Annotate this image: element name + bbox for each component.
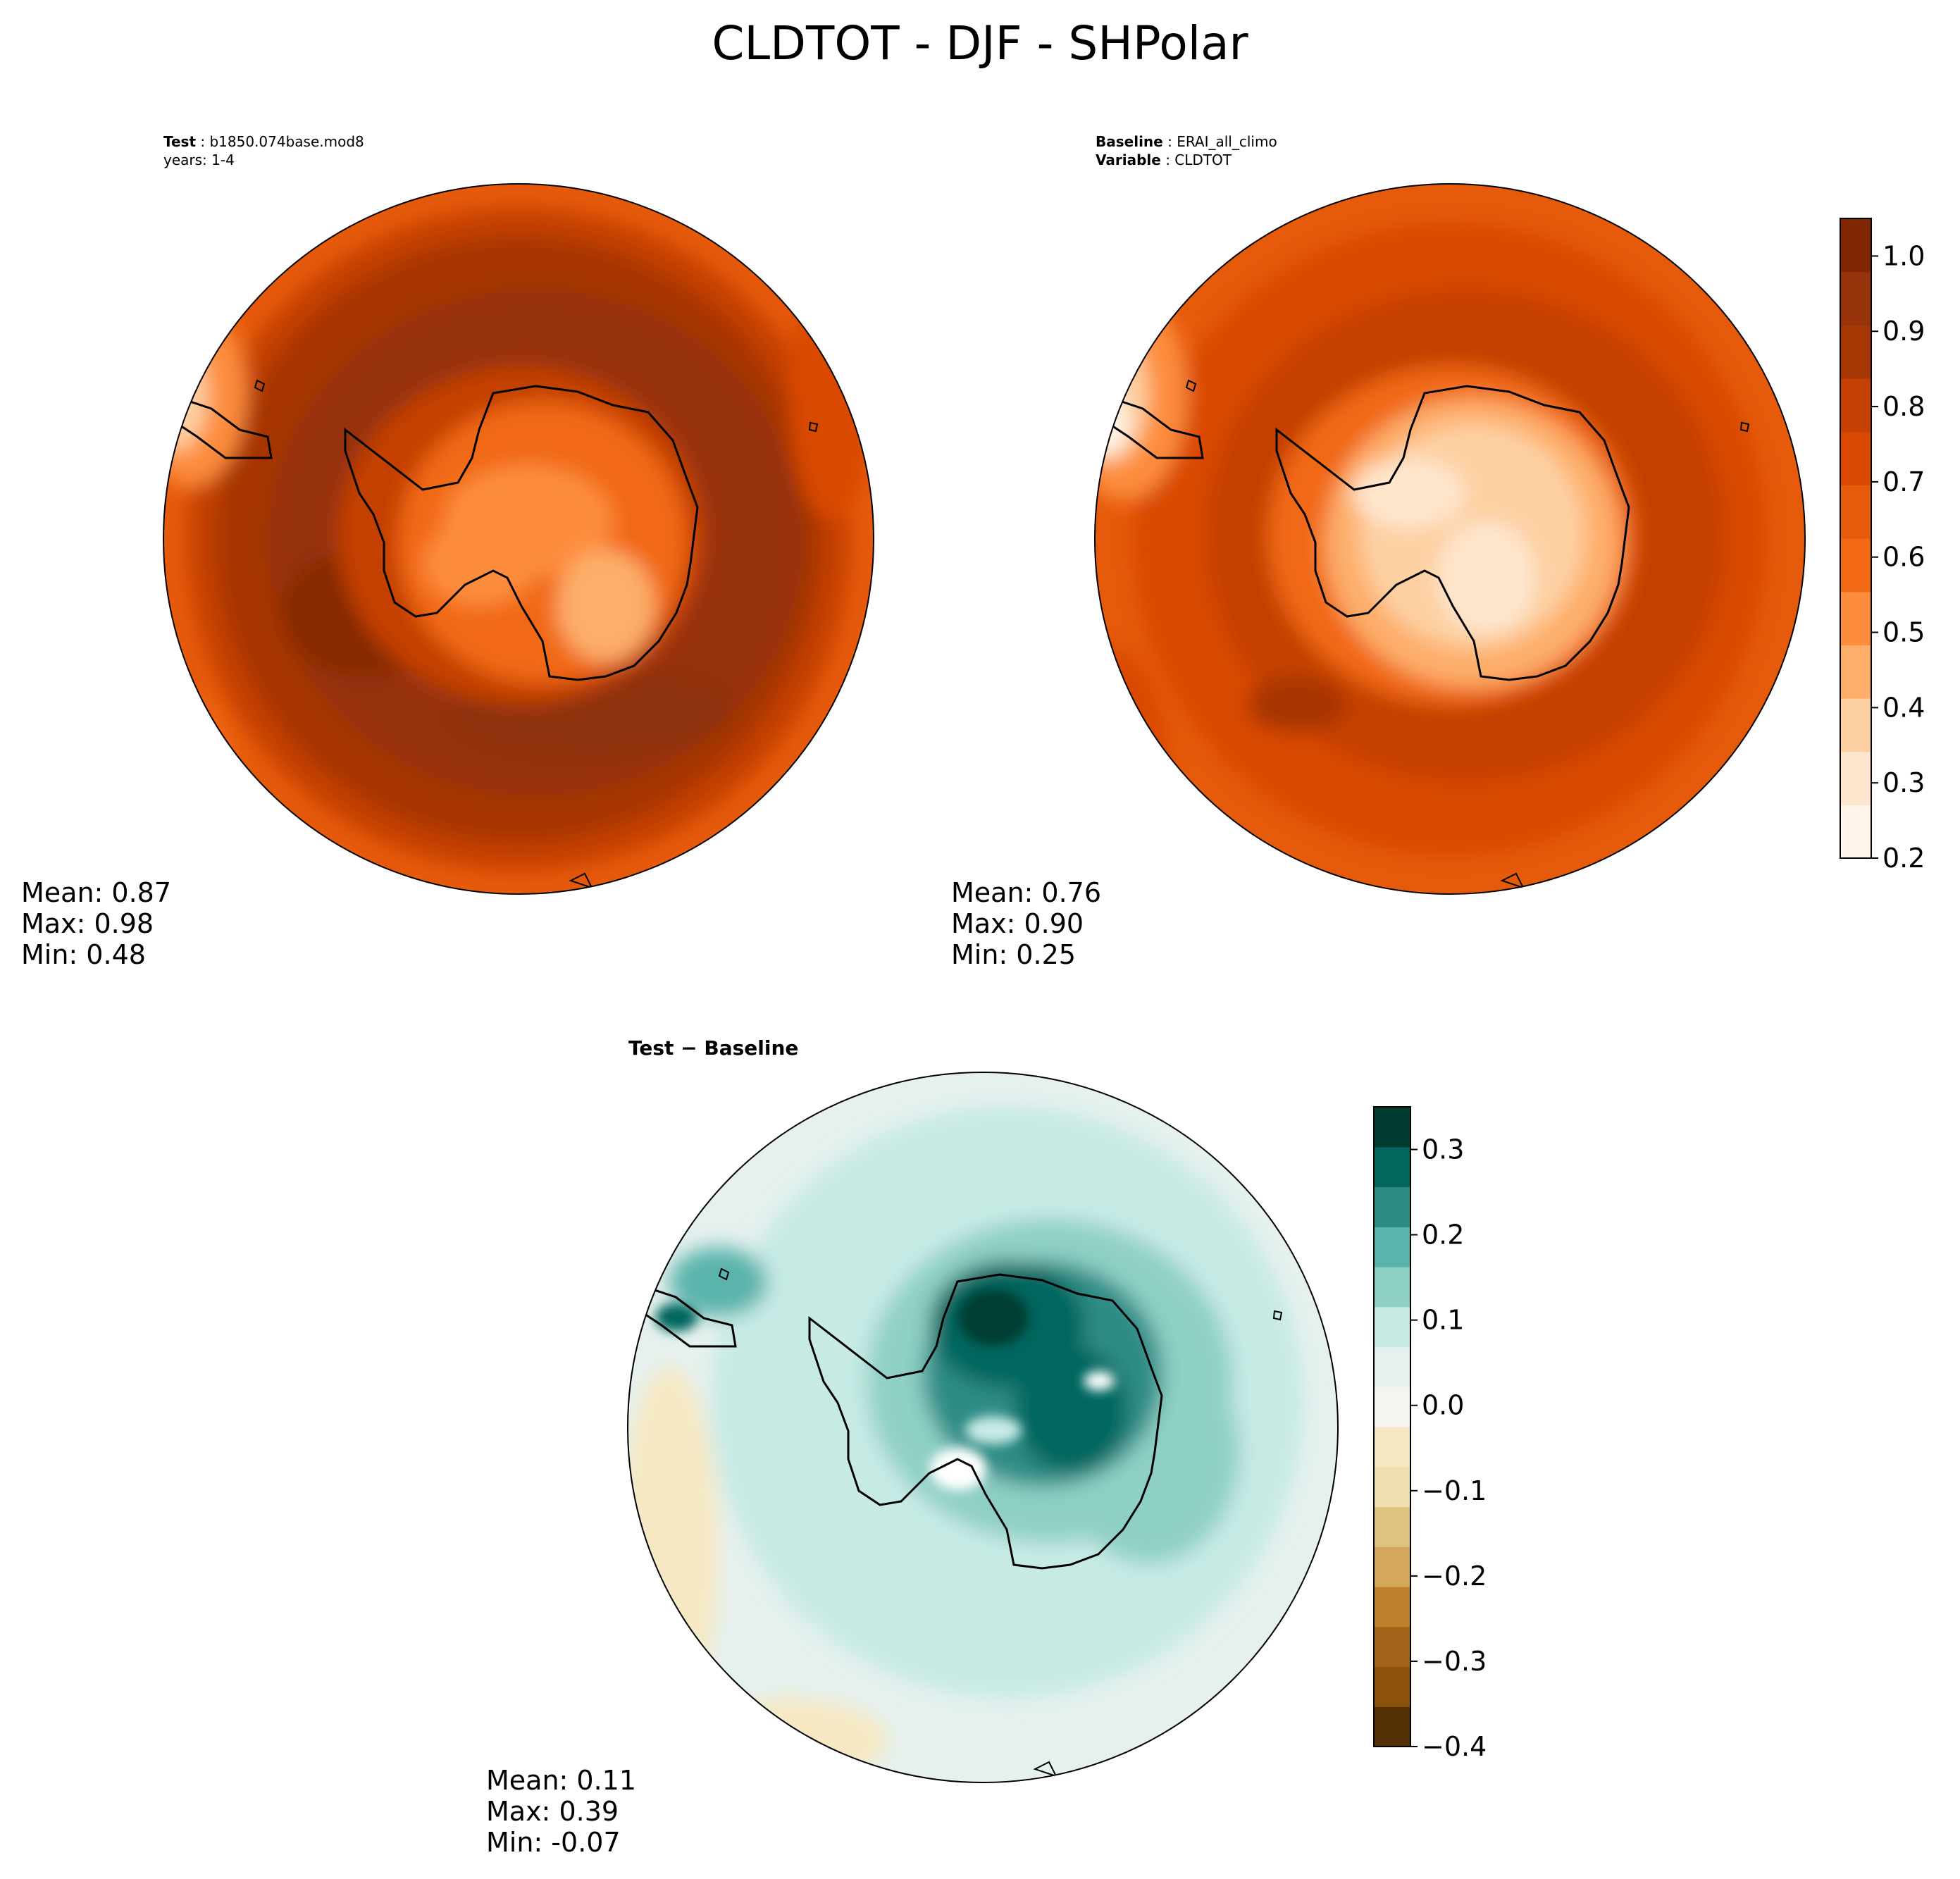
baseline-panel: Baseline : ERAI_all_climo Variable : CLD… — [951, 133, 1806, 970]
colorbar-tick-label: 0.1 — [1422, 1305, 1464, 1336]
test-map — [163, 184, 874, 894]
colorbar-band — [1374, 1107, 1410, 1148]
colorbar-tick-label: 0.0 — [1422, 1390, 1464, 1421]
colorbar-band — [1374, 1346, 1410, 1387]
colorbar-band — [1840, 218, 1871, 273]
colorbar-band — [1840, 591, 1871, 645]
colorbar-band — [1374, 1227, 1410, 1267]
test-label-value: b1850.074base.mod8 — [209, 133, 364, 150]
colorbar-brbg-frame — [1373, 1106, 1411, 1747]
colorbar-band — [1840, 325, 1871, 379]
colorbar-band — [1840, 751, 1871, 805]
test-panel: Test : b1850.074base.mod8 years: 1-4 — [21, 133, 874, 970]
island-coast-c — [718, 1267, 1283, 1778]
colorbar-tick-label: −0.1 — [1422, 1475, 1487, 1506]
colorbar-band — [1840, 431, 1871, 485]
colorbar-brbg: −0.4 −0.3 −0.2 −0.1 0.0 0.1 0.2 0.3 — [1373, 1106, 1487, 1762]
antarctica-coast-c — [808, 1273, 1163, 1570]
colorbar-band — [1374, 1587, 1410, 1627]
test-map-border — [163, 183, 874, 895]
colorbar-band — [1840, 698, 1871, 752]
colorbar-band — [1374, 1466, 1410, 1508]
baseline-stat-min: Min: 0.25 — [951, 939, 1076, 970]
colorbar-band — [1374, 1306, 1410, 1348]
test-years: years: 1-4 — [163, 151, 235, 168]
test-stat-min: Min: 0.48 — [21, 939, 146, 970]
diff-panel: Test − Baseline — [486, 1036, 1339, 1858]
baseline-variable-sep: : — [1161, 151, 1174, 168]
colorbar-tick-label: 0.9 — [1883, 316, 1925, 347]
colorbar-tick-label: 0.3 — [1422, 1134, 1464, 1165]
colorbar-band — [1374, 1546, 1410, 1587]
colorbar-band — [1374, 1666, 1410, 1707]
antarctica-coast — [344, 385, 699, 681]
test-label-sep: : — [196, 133, 209, 150]
colorbar-tick-label: −0.3 — [1422, 1646, 1487, 1677]
baseline-map — [1095, 184, 1805, 894]
diff-map-details — [655, 1289, 1115, 1490]
colorbar-band — [1374, 1387, 1410, 1427]
diff-map-fields — [628, 1106, 1303, 1782]
colorbar-band — [1840, 378, 1871, 433]
baseline-stat-mean: Mean: 0.76 — [951, 877, 1101, 908]
colorbar-tick-label: 0.2 — [1883, 843, 1925, 874]
colorbar-tick-label: 0.2 — [1422, 1220, 1464, 1251]
colorbar-tick-label: 0.6 — [1883, 542, 1925, 573]
island-coast-b — [1185, 379, 1750, 889]
test-stat-mean: Mean: 0.87 — [21, 877, 171, 908]
colorbar-band — [1374, 1626, 1410, 1668]
baseline-stat-max: Max: 0.90 — [951, 908, 1084, 939]
baseline-label-value: ERAI_all_climo — [1177, 133, 1277, 150]
antarctica-coast-b — [1275, 385, 1630, 681]
diff-stat-max: Max: 0.39 — [486, 1796, 619, 1827]
diff-title: Test − Baseline — [628, 1036, 798, 1060]
colorbar-oranges: 0.2 0.3 0.4 0.5 0.6 0.7 0.8 0.9 1.0 — [1840, 218, 1925, 874]
baseline-map-border — [1094, 183, 1806, 895]
baseline-label: Baseline : ERAI_all_climo — [1096, 133, 1277, 150]
colorbar-tick-label: 0.7 — [1883, 466, 1925, 497]
colorbar-band — [1374, 1146, 1410, 1188]
colorbar-tick-label: −0.4 — [1422, 1731, 1487, 1762]
diff-map — [628, 1072, 1338, 1782]
baseline-label-key: Baseline — [1096, 133, 1163, 150]
figure-title: CLDTOT - DJF - SHPolar — [712, 16, 1248, 70]
diff-stat-mean: Mean: 0.11 — [486, 1765, 636, 1796]
baseline-label-sep: : — [1163, 133, 1177, 150]
colorbar-oranges-frame — [1840, 218, 1872, 859]
baseline-variable: Variable : CLDTOT — [1096, 151, 1232, 168]
colorbar-band — [1840, 485, 1871, 539]
colorbar-tick-label: 0.8 — [1883, 391, 1925, 422]
colorbar-band — [1840, 645, 1871, 699]
colorbar-band — [1374, 1506, 1410, 1547]
colorbar-band — [1374, 1267, 1410, 1308]
test-stat-max: Max: 0.98 — [21, 908, 154, 939]
island-coast — [254, 379, 819, 889]
colorbar-band — [1840, 271, 1871, 325]
colorbar-brbg-bands — [1374, 1107, 1410, 1747]
colorbar-band — [1840, 805, 1871, 859]
colorbar-band — [1840, 538, 1871, 593]
colorbar-tick-label: −0.2 — [1422, 1561, 1487, 1592]
test-label-key: Test — [163, 133, 196, 150]
diff-stat-min: Min: -0.07 — [486, 1827, 621, 1858]
colorbar-tick-label: 0.4 — [1883, 692, 1925, 723]
colorbar-tick-label: 0.5 — [1883, 617, 1925, 648]
colorbar-brbg-ticks: −0.4 −0.3 −0.2 −0.1 0.0 0.1 0.2 0.3 — [1410, 1134, 1487, 1762]
colorbar-band — [1374, 1427, 1410, 1468]
test-label: Test : b1850.074base.mod8 — [163, 133, 364, 150]
colorbar-tick-label: 0.3 — [1883, 767, 1925, 798]
baseline-variable-key: Variable — [1096, 151, 1161, 168]
baseline-coastlines — [1096, 379, 1750, 889]
colorbar-tick-label: 1.0 — [1883, 240, 1925, 271]
baseline-variable-value: CLDTOT — [1174, 151, 1232, 168]
diff-map-border — [627, 1072, 1339, 1783]
colorbar-band — [1374, 1706, 1410, 1747]
test-map-fields — [163, 208, 874, 894]
colorbar-oranges-bands — [1840, 218, 1871, 859]
colorbar-band — [1374, 1186, 1410, 1227]
colorbar-oranges-ticks: 0.2 0.3 0.4 0.5 0.6 0.7 0.8 0.9 1.0 — [1871, 240, 1925, 874]
